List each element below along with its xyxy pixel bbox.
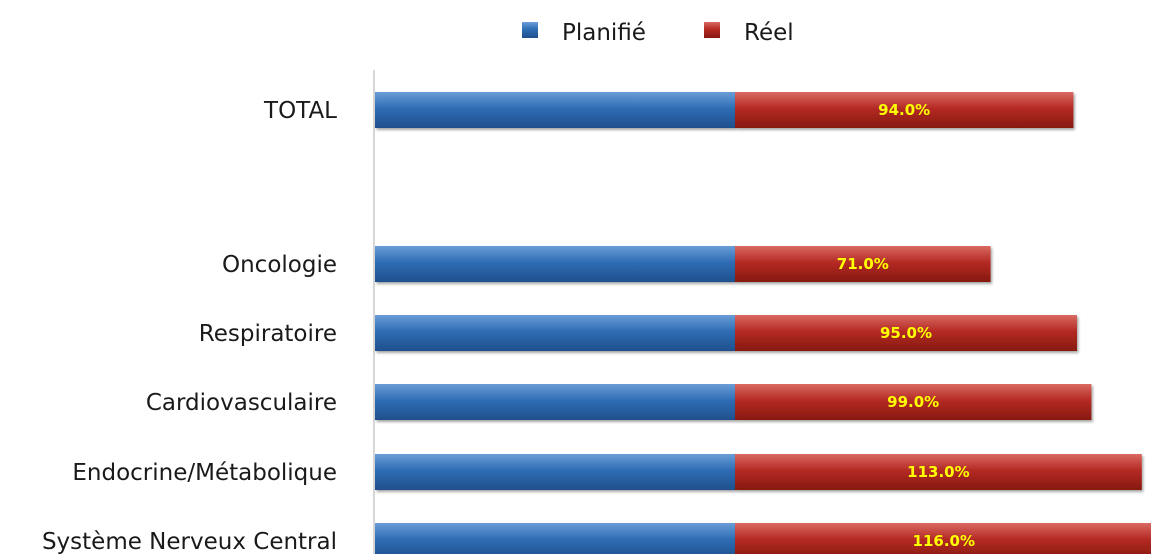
bar-reel-oncologie	[735, 246, 991, 282]
data-label-reel-respiratoire: 95.0%	[880, 324, 932, 342]
legend-item-planifie: Planifié	[522, 20, 646, 46]
bar-row-systeme-nerveux-central: Système Nerveux Central 116.0%	[42, 523, 1151, 554]
bar-row-cardiovasculaire: Cardiovasculaire 99.0%	[146, 384, 1092, 420]
bar-reel-systeme-nerveux-central	[735, 523, 1151, 554]
data-label-reel-systeme-nerveux-central: 116.0%	[913, 532, 975, 550]
bar-planifie-systeme-nerveux-central	[375, 523, 735, 554]
category-label-cardiovasculaire: Cardiovasculaire	[146, 390, 337, 416]
category-label-systeme-nerveux-central: Système Nerveux Central	[42, 529, 337, 554]
bar-row-total: TOTAL 94.0%	[263, 92, 1074, 128]
bar-row-endocrine-metabolique: Endocrine/Métabolique 113.0%	[72, 454, 1142, 490]
bar-planifie-total	[375, 92, 735, 128]
bar-reel-cardiovasculaire	[735, 384, 1092, 420]
legend-label-reel: Réel	[744, 20, 794, 46]
category-label-oncologie: Oncologie	[222, 252, 337, 278]
legend-swatch-reel	[704, 22, 720, 38]
legend-swatch-planifie	[522, 22, 538, 38]
legend: Planifié Réel	[522, 20, 794, 46]
bar-reel-endocrine-metabolique	[735, 454, 1142, 490]
data-label-reel-endocrine-metabolique: 113.0%	[907, 463, 969, 481]
bar-row-respiratoire: Respiratoire 95.0%	[199, 315, 1077, 351]
chart-rows: TOTAL 94.0% Oncologie 71.0% Respiratoire 95.0…	[42, 92, 1151, 554]
bar-planifie-endocrine-metabolique	[375, 454, 735, 490]
legend-label-planifie: Planifié	[562, 20, 646, 46]
bar-reel-total	[735, 92, 1074, 128]
data-label-reel-oncologie: 71.0%	[837, 255, 889, 273]
data-label-reel-total: 94.0%	[878, 101, 930, 119]
bar-reel-respiratoire	[735, 315, 1077, 351]
category-label-respiratoire: Respiratoire	[199, 321, 337, 347]
category-label-total: TOTAL	[263, 98, 337, 124]
category-label-endocrine-metabolique: Endocrine/Métabolique	[72, 460, 337, 486]
bar-row-oncologie: Oncologie 71.0%	[222, 246, 991, 282]
data-label-reel-cardiovasculaire: 99.0%	[887, 393, 939, 411]
bar-planifie-cardiovasculaire	[375, 384, 735, 420]
bar-planifie-oncologie	[375, 246, 735, 282]
legend-item-reel: Réel	[704, 20, 794, 46]
bar-planifie-respiratoire	[375, 315, 735, 351]
